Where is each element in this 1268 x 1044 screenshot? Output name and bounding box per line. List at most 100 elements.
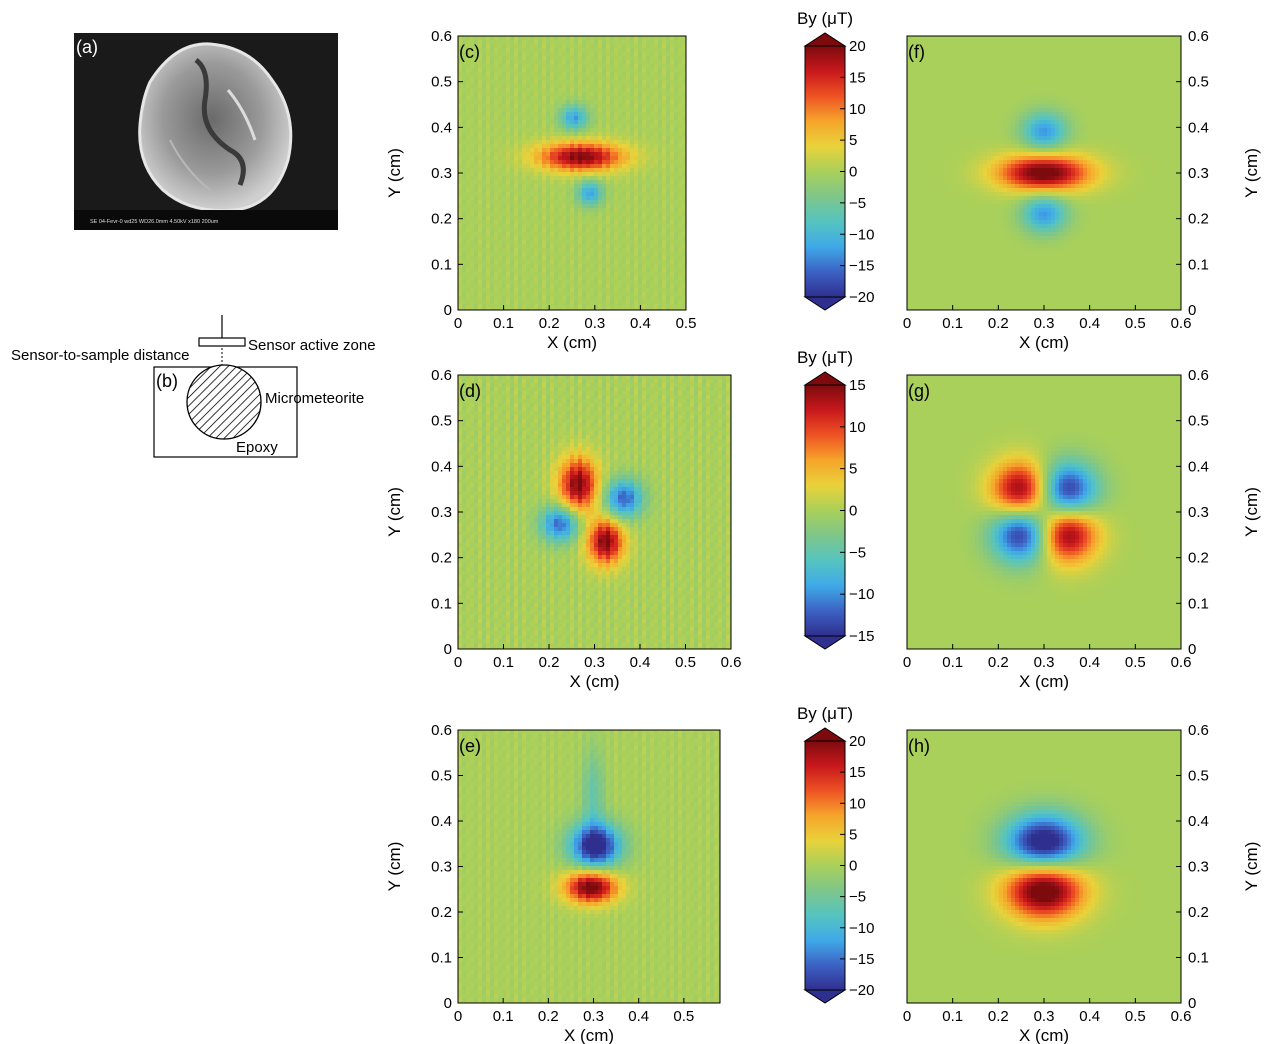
heatmap-cell — [498, 252, 503, 257]
heatmap-cell — [554, 108, 559, 113]
heatmap-cell — [630, 288, 635, 293]
heatmap-cell — [538, 224, 543, 229]
heatmap-cell — [458, 232, 463, 237]
heatmap-cell — [686, 415, 691, 420]
heatmap-cell — [462, 168, 467, 173]
heatmap-cell — [506, 240, 511, 245]
heatmap-cell — [498, 304, 503, 309]
heatmap-cell — [578, 116, 583, 121]
heatmap-cell — [650, 144, 655, 149]
heatmap-cell — [458, 288, 463, 293]
heatmap-cell — [546, 128, 551, 133]
heatmap-cell — [538, 144, 543, 149]
heatmap-cell — [682, 256, 686, 261]
heatmap-cell — [498, 260, 503, 265]
heatmap-cell — [554, 72, 559, 77]
heatmap-cell — [542, 276, 547, 281]
heatmap-cell — [458, 407, 463, 412]
heatmap-cell — [470, 383, 475, 388]
heatmap-cell — [514, 40, 519, 45]
heatmap-cell — [494, 44, 499, 49]
heatmap-cell — [618, 264, 623, 269]
heatmap-cell — [522, 419, 527, 424]
heatmap-cell — [526, 152, 531, 157]
heatmap-cell — [630, 180, 635, 185]
heatmap-cell — [634, 152, 639, 157]
heatmap-cell — [634, 200, 639, 205]
heatmap-cell — [614, 419, 619, 424]
heatmap-cell — [590, 112, 595, 117]
heatmap-cell — [538, 411, 543, 416]
heatmap-cell — [570, 419, 575, 424]
heatmap-cell — [494, 48, 499, 53]
heatmap-cell — [634, 415, 639, 420]
heatmap-cell — [582, 232, 587, 237]
heatmap-cell — [614, 124, 619, 129]
heatmap-cell — [550, 108, 555, 113]
heatmap-cell — [674, 100, 679, 105]
heatmap-cell — [666, 300, 671, 305]
heatmap-cell — [506, 391, 511, 396]
heatmap-cell — [462, 76, 467, 81]
heatmap-cell — [646, 431, 651, 436]
heatmap-cell — [594, 300, 599, 305]
heatmap-cell — [506, 280, 511, 285]
heatmap-cell — [602, 36, 607, 41]
heatmap-cell — [626, 88, 631, 93]
heatmap-cell — [486, 391, 491, 396]
heatmap-cell — [618, 379, 623, 384]
heatmap-cell — [678, 140, 683, 145]
heatmap-cell — [546, 140, 551, 145]
heatmap-cell — [510, 176, 515, 181]
heatmap-cell — [638, 40, 643, 45]
heatmap-cell — [502, 375, 507, 380]
heatmap-cell — [602, 112, 607, 117]
heatmap-cell — [558, 40, 563, 45]
heatmap-cell — [682, 72, 686, 77]
heatmap-cell — [458, 48, 463, 53]
heatmap-cell — [482, 260, 487, 265]
heatmap-cell — [478, 383, 483, 388]
heatmap-cell — [490, 136, 495, 141]
heatmap-cell — [590, 128, 595, 133]
heatmap-cell — [670, 116, 675, 121]
heatmap-cell — [638, 387, 643, 392]
heatmap-cell — [470, 228, 475, 233]
heatmap-cell — [514, 304, 519, 309]
heatmap-cell — [466, 100, 471, 105]
heatmap-cell — [466, 184, 471, 189]
heatmap-cell — [594, 411, 599, 416]
heatmap-cell — [522, 228, 527, 233]
heatmap-cell — [670, 168, 675, 173]
heatmap-cell — [638, 136, 643, 141]
heatmap-cell — [514, 308, 519, 310]
heatmap-cell — [570, 256, 575, 261]
heatmap-cell — [510, 300, 515, 305]
heatmap-cell — [486, 84, 491, 89]
heatmap-cell — [634, 431, 639, 436]
heatmap-cell — [662, 208, 667, 213]
heatmap-cell — [662, 48, 667, 53]
heatmap-cell — [462, 156, 467, 161]
heatmap-cell — [678, 399, 683, 404]
heatmap-cell — [538, 72, 543, 77]
heatmap-cell — [614, 288, 619, 293]
heatmap-cell — [606, 280, 611, 285]
heatmap-cell — [550, 196, 555, 201]
heatmap-cell — [542, 136, 547, 141]
heatmap-cell — [666, 415, 671, 420]
heatmap-cell — [458, 236, 463, 241]
heatmap-cell — [482, 100, 487, 105]
heatmap-cell — [518, 84, 523, 89]
heatmap-cell — [470, 180, 475, 185]
heatmap-cell — [458, 64, 463, 69]
heatmap-cell — [530, 60, 535, 65]
heatmap-cell — [674, 68, 679, 73]
heatmap-cell — [538, 192, 543, 197]
heatmap-cell — [570, 176, 575, 181]
heatmap-cell — [462, 192, 467, 197]
heatmap-cell — [658, 304, 663, 309]
heatmap-cell — [538, 296, 543, 301]
heatmap-cell — [582, 112, 587, 117]
heatmap-cell — [642, 240, 647, 245]
